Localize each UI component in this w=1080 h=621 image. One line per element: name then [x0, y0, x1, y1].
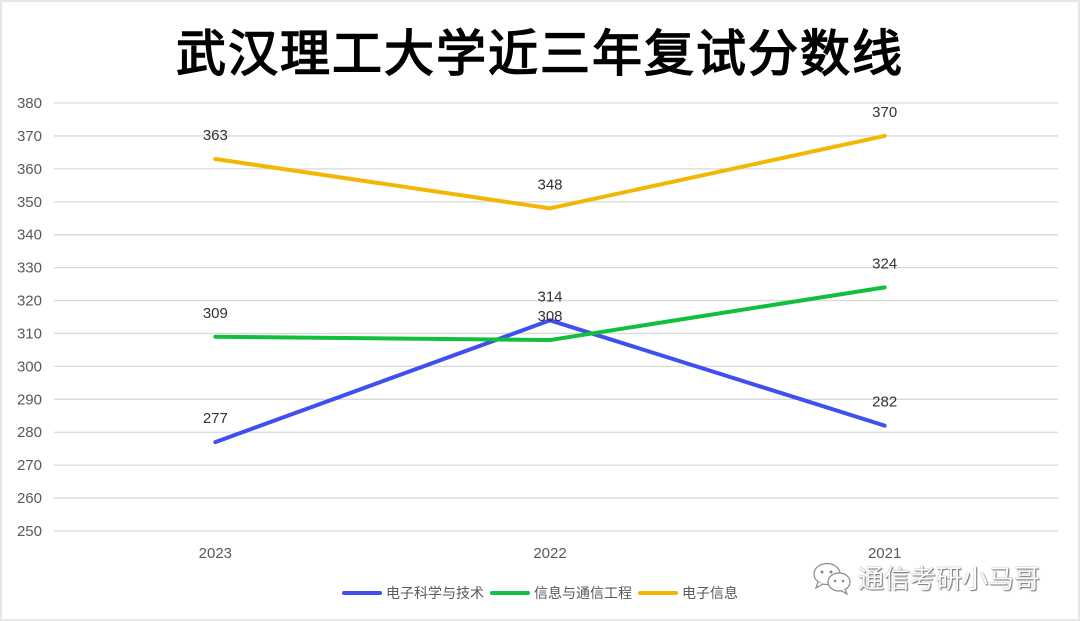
- data-label: 314: [537, 288, 562, 305]
- legend-label: 电子信息: [682, 586, 738, 602]
- y-tick-label: 350: [17, 194, 42, 211]
- wechat-icon: [813, 562, 851, 595]
- legend-item-2[interactable]: 电子信息: [638, 583, 738, 603]
- y-tick-label: 260: [17, 490, 42, 507]
- legend-label: 信息与通信工程: [534, 586, 632, 602]
- x-tick-label: 2021: [868, 545, 901, 562]
- y-tick-label: 280: [17, 424, 42, 441]
- y-tick-label: 310: [17, 325, 42, 342]
- series-line-2[interactable]: [213, 133, 887, 211]
- y-tick-label: 330: [17, 260, 42, 277]
- x-tick-label: 2023: [199, 545, 232, 562]
- legend-label: 电子科学与技术: [386, 586, 484, 602]
- data-label: 282: [872, 394, 897, 411]
- legend-item-0[interactable]: 电子科学与技术: [342, 583, 484, 603]
- y-tick-label: 290: [17, 391, 42, 408]
- gridlines: [54, 102, 1058, 532]
- data-label: 309: [203, 305, 228, 322]
- watermark-text: 通信考研小马哥: [858, 565, 1041, 595]
- legend-swatch-icon: [638, 591, 678, 595]
- data-label: 348: [537, 176, 562, 193]
- data-label: 370: [872, 104, 897, 121]
- series-line-0[interactable]: [213, 318, 887, 445]
- y-tick-label: 360: [17, 161, 42, 178]
- y-tick-label: 250: [17, 523, 42, 540]
- data-label: 363: [203, 127, 228, 144]
- data-label: 277: [203, 410, 228, 427]
- y-tick-label: 300: [17, 358, 42, 375]
- watermark: 通信考研小马哥: [812, 559, 1040, 596]
- legend-swatch-icon: [490, 591, 530, 595]
- x-tick-label: 2022: [533, 545, 566, 562]
- series-line-1[interactable]: [213, 285, 887, 343]
- chart-title: 武汉理工大学近三年复试分数线: [176, 25, 904, 83]
- chart-legend: 电子科学与技术 信息与通信工程 电子信息: [0, 583, 1080, 603]
- legend-item-1[interactable]: 信息与通信工程: [490, 583, 632, 603]
- y-tick-label: 340: [17, 227, 42, 244]
- series-lines: [213, 133, 887, 445]
- y-tick-label: 370: [17, 128, 42, 145]
- x-axis-ticks: 2023 2022 2021: [199, 545, 902, 562]
- data-label: 308: [537, 308, 562, 325]
- y-axis-ticks: 380 370 360 350 340 330 320 310 300 290 280 270 260 2…: [17, 95, 42, 540]
- data-labels: 277 314 282 309 308 324 363 348 370: [203, 104, 897, 427]
- y-tick-label: 380: [17, 95, 42, 112]
- data-label: 324: [872, 255, 897, 272]
- legend-swatch-icon: [342, 591, 382, 595]
- y-tick-label: 320: [17, 293, 42, 310]
- y-tick-label: 270: [17, 457, 42, 474]
